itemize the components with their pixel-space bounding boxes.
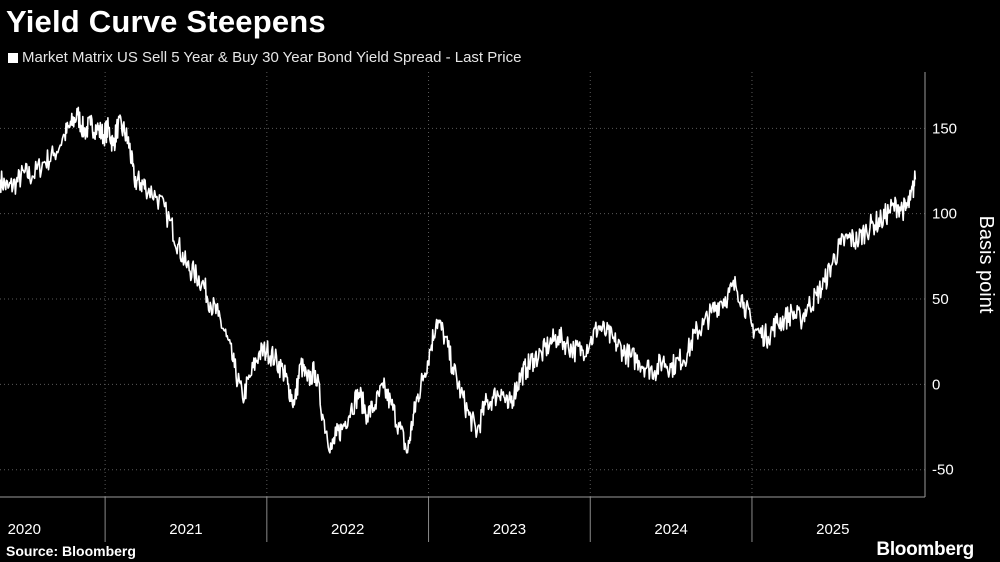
- x-gridlines: [104, 72, 753, 542]
- x-tick-label: 2022: [331, 521, 364, 538]
- x-tick-label: 2020: [8, 521, 41, 538]
- y-tick-labels: -50 0 50 100 150: [932, 120, 957, 478]
- x-tick-label: 2025: [816, 521, 849, 538]
- legend-swatch: [8, 52, 18, 63]
- y-tick-label: 150: [932, 120, 957, 137]
- y-axis-title: Basis point: [975, 216, 997, 314]
- x-tick-label: 2024: [654, 521, 687, 538]
- x-tick-label: 2023: [493, 521, 526, 538]
- source-note: Source: Bloomberg: [6, 543, 136, 559]
- y-tick-label: 100: [932, 206, 957, 223]
- axes: [0, 72, 926, 498]
- legend-label: Market Matrix US Sell 5 Year & Buy 30 Ye…: [22, 49, 522, 66]
- bloomberg-logo: Bloomberg: [876, 539, 974, 560]
- x-tick-label: 2021: [169, 521, 202, 538]
- y-tick-label: 0: [932, 376, 940, 393]
- series: [0, 106, 917, 454]
- y-tick-label: -50: [932, 462, 954, 479]
- y-tick-label: 50: [932, 291, 949, 308]
- legend: Market Matrix US Sell 5 Year & Buy 30 Ye…: [8, 49, 521, 66]
- series-line: [0, 106, 917, 454]
- x-tick-labels: 2020 2021 2022 2023 2024 2025: [8, 521, 850, 538]
- chart-title: Yield Curve Steepens: [6, 4, 326, 39]
